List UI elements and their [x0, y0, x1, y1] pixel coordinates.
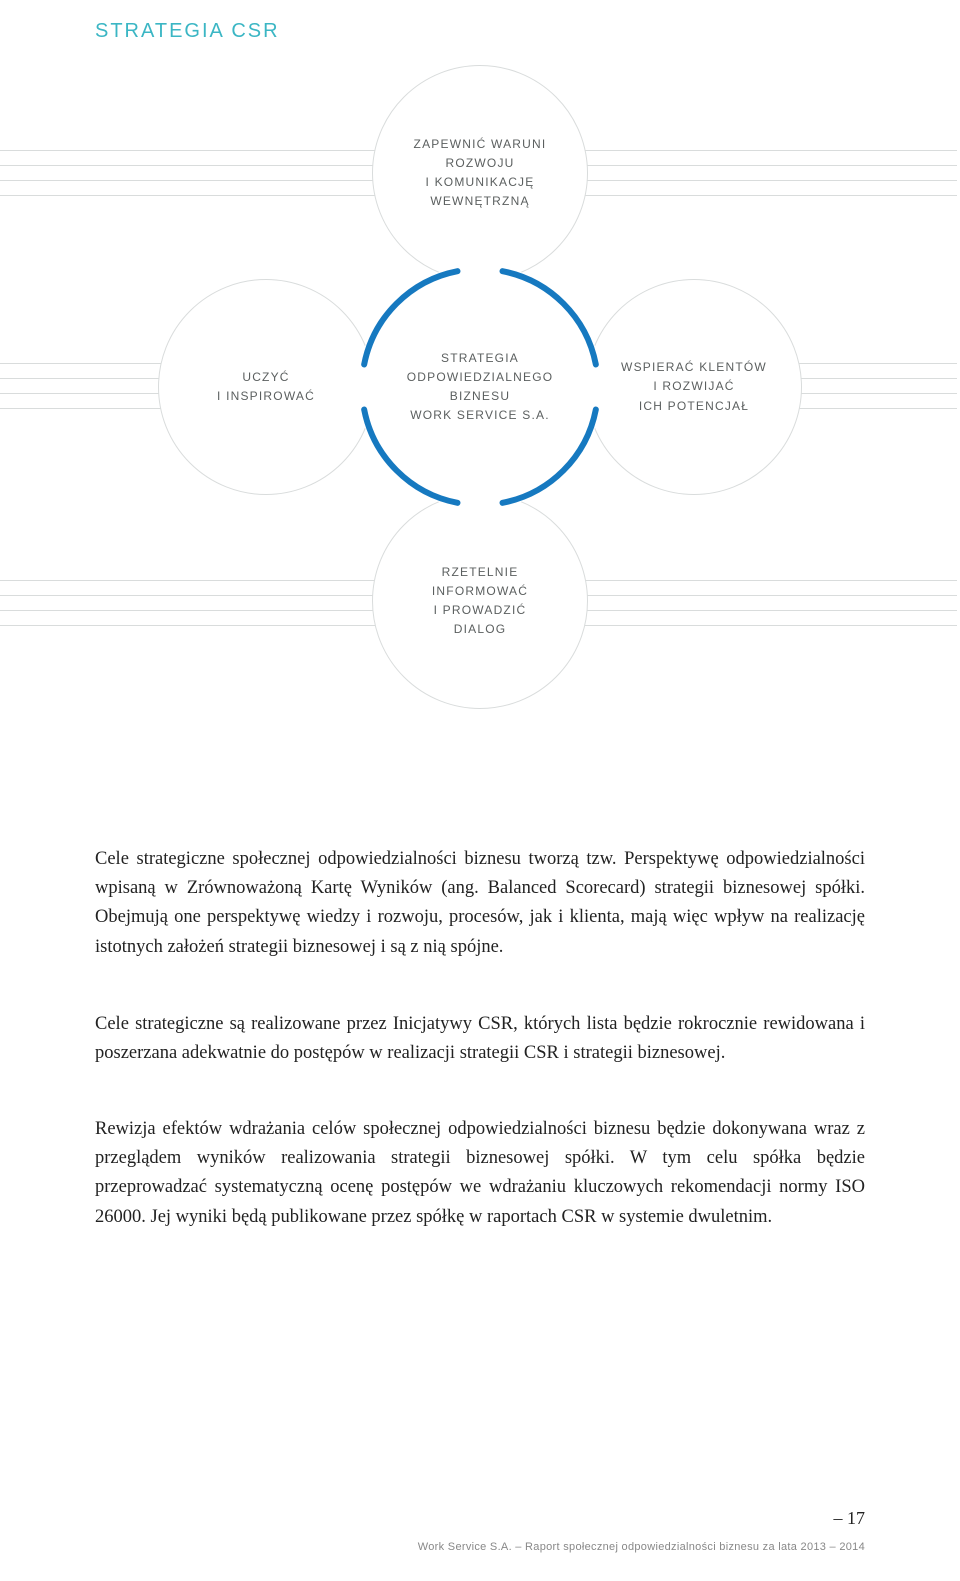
csr-strategy-diagram: ZAPEWNIĆ WARUNIROZWOJUI KOMUNIKACJĘWEWNĘ… — [0, 115, 960, 755]
page-number-prefix: – — [834, 1508, 848, 1528]
page-title: STRATEGIA CSR — [95, 20, 280, 43]
outer-circle-text-top: ZAPEWNIĆ WARUNIROZWOJUI KOMUNIKACJĘWEWNĘ… — [414, 135, 547, 212]
outer-circle-left: UCZYĆI INSPIROWAĆ — [158, 279, 374, 495]
paragraph-3: Rewizja efektów wdrażania celów społeczn… — [95, 1115, 865, 1232]
center-circle: STRATEGIAODPOWIEDZIALNEGOBIZNESUWORK SER… — [372, 279, 588, 495]
paragraph-2: Cele strategiczne są realizowane przez I… — [95, 1010, 865, 1068]
outer-circle-top: ZAPEWNIĆ WARUNIROZWOJUI KOMUNIKACJĘWEWNĘ… — [372, 65, 588, 281]
outer-circle-text-bottom: RZETELNIEINFORMOWAĆI PROWADZIĆDIALOG — [432, 563, 528, 640]
outer-circle-right: WSPIERAĆ KLENTÓWI ROZWIJAĆICH POTENCJAŁ — [586, 279, 802, 495]
outer-circle-text-left: UCZYĆI INSPIROWAĆ — [217, 368, 315, 406]
footer-credit: Work Service S.A. – Raport społecznej od… — [418, 1541, 865, 1553]
outer-circle-bottom: RZETELNIEINFORMOWAĆI PROWADZIĆDIALOG — [372, 493, 588, 709]
page-number-value: 17 — [847, 1508, 865, 1528]
center-circle-text: STRATEGIAODPOWIEDZIALNEGOBIZNESUWORK SER… — [407, 349, 554, 426]
page-number: – 17 — [834, 1508, 866, 1529]
outer-circle-text-right: WSPIERAĆ KLENTÓWI ROZWIJAĆICH POTENCJAŁ — [621, 358, 767, 416]
paragraph-1: Cele strategiczne społecznej odpowiedzia… — [95, 845, 865, 962]
